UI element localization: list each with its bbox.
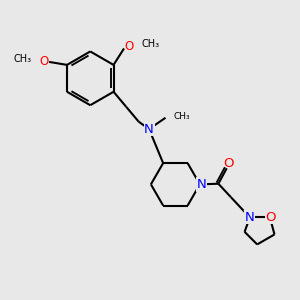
- Text: CH₃: CH₃: [14, 54, 32, 64]
- Text: CH₃: CH₃: [141, 39, 159, 49]
- Text: N: N: [196, 178, 206, 191]
- Text: N: N: [244, 211, 254, 224]
- Text: O: O: [39, 56, 48, 68]
- Text: O: O: [265, 211, 276, 224]
- Text: O: O: [223, 157, 233, 170]
- Text: N: N: [144, 123, 154, 136]
- Text: O: O: [125, 40, 134, 53]
- Text: CH₃: CH₃: [174, 112, 190, 121]
